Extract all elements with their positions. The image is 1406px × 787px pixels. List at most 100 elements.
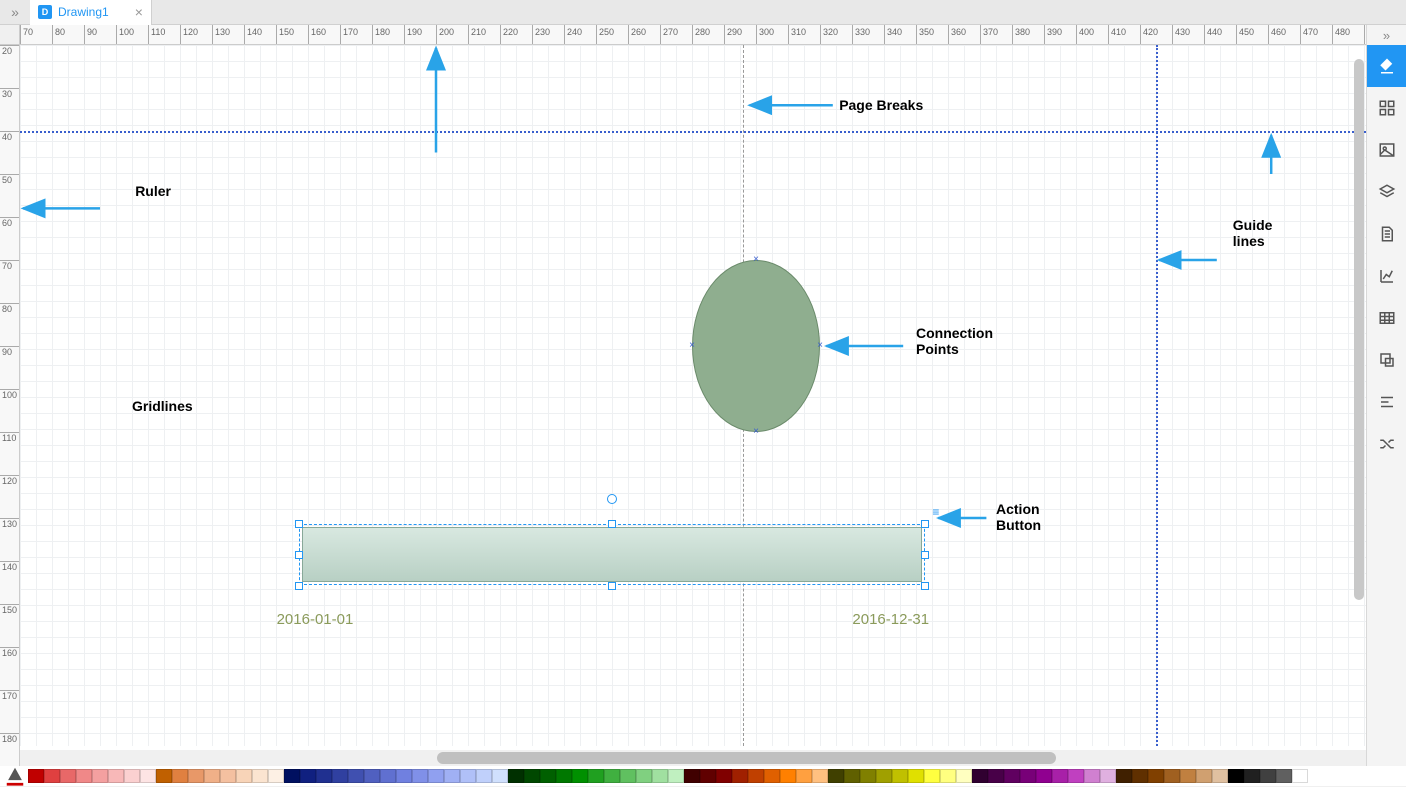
dashboard-tool-button[interactable]	[1367, 87, 1406, 129]
document-tab[interactable]: D Drawing1 ×	[30, 0, 152, 25]
connection-point[interactable]: ×	[751, 427, 761, 437]
color-swatch[interactable]	[108, 769, 124, 783]
color-swatch[interactable]	[76, 769, 92, 783]
drawing-canvas[interactable]: ××××≡2016-01-012016-12-31RulerGridlinesP…	[20, 45, 1366, 746]
selection-handle[interactable]	[608, 520, 616, 528]
collapse-right-panel-button[interactable]: »	[1367, 25, 1406, 45]
h-scroll-thumb[interactable]	[437, 752, 1056, 764]
color-swatch[interactable]	[732, 769, 748, 783]
color-swatch[interactable]	[844, 769, 860, 783]
color-swatch[interactable]	[988, 769, 1004, 783]
color-swatch[interactable]	[796, 769, 812, 783]
guide-line-vertical[interactable]	[1156, 45, 1158, 746]
color-swatch[interactable]	[44, 769, 60, 783]
color-picker-icon[interactable]	[4, 767, 26, 785]
color-swatch[interactable]	[444, 769, 460, 783]
ruler-vertical[interactable]: 2030405060708090100110120130140150160170…	[0, 45, 20, 766]
color-swatch[interactable]	[1180, 769, 1196, 783]
v-scroll-thumb[interactable]	[1354, 59, 1364, 600]
color-swatch[interactable]	[1068, 769, 1084, 783]
color-swatch[interactable]	[172, 769, 188, 783]
color-swatch[interactable]	[156, 769, 172, 783]
color-swatch[interactable]	[1292, 769, 1308, 783]
selection-handle[interactable]	[921, 551, 929, 559]
connection-point[interactable]: ×	[687, 341, 697, 351]
color-swatch[interactable]	[556, 769, 572, 783]
connection-point[interactable]: ×	[751, 255, 761, 265]
color-swatch[interactable]	[924, 769, 940, 783]
color-swatch[interactable]	[1196, 769, 1212, 783]
color-swatch[interactable]	[460, 769, 476, 783]
color-swatch[interactable]	[1132, 769, 1148, 783]
color-swatch[interactable]	[876, 769, 892, 783]
color-swatch[interactable]	[956, 769, 972, 783]
color-swatch[interactable]	[1212, 769, 1228, 783]
color-swatch[interactable]	[1228, 769, 1244, 783]
color-swatch[interactable]	[140, 769, 156, 783]
color-swatch[interactable]	[1036, 769, 1052, 783]
table-tool-button[interactable]	[1367, 297, 1406, 339]
color-swatch[interactable]	[652, 769, 668, 783]
color-swatch[interactable]	[428, 769, 444, 783]
color-swatch[interactable]	[620, 769, 636, 783]
color-swatch[interactable]	[1244, 769, 1260, 783]
color-swatch[interactable]	[748, 769, 764, 783]
color-swatch[interactable]	[668, 769, 684, 783]
chart-tool-button[interactable]	[1367, 255, 1406, 297]
align-tool-button[interactable]	[1367, 381, 1406, 423]
color-swatch[interactable]	[492, 769, 508, 783]
color-swatch[interactable]	[1052, 769, 1068, 783]
selection-handle[interactable]	[921, 582, 929, 590]
color-swatch[interactable]	[60, 769, 76, 783]
selection-handle[interactable]	[608, 582, 616, 590]
layers-tool-button[interactable]	[1367, 171, 1406, 213]
color-swatch[interactable]	[716, 769, 732, 783]
color-swatch[interactable]	[908, 769, 924, 783]
color-swatch[interactable]	[188, 769, 204, 783]
color-swatch[interactable]	[764, 769, 780, 783]
color-swatch[interactable]	[588, 769, 604, 783]
expand-left-panel-button[interactable]: »	[0, 0, 30, 25]
color-swatch[interactable]	[508, 769, 524, 783]
vertical-scrollbar[interactable]	[1352, 45, 1366, 766]
horizontal-scrollbar[interactable]	[20, 750, 1366, 766]
color-swatch[interactable]	[396, 769, 412, 783]
color-swatch[interactable]	[1116, 769, 1132, 783]
color-swatch[interactable]	[1004, 769, 1020, 783]
selection-handle[interactable]	[295, 582, 303, 590]
color-swatch[interactable]	[1020, 769, 1036, 783]
color-swatch[interactable]	[364, 769, 380, 783]
shape-action-button[interactable]: ≡	[932, 509, 944, 515]
color-swatch[interactable]	[220, 769, 236, 783]
color-swatch[interactable]	[780, 769, 796, 783]
ruler-horizontal[interactable]: 7080901001101201301401501601701801902002…	[20, 25, 1366, 45]
connection-point[interactable]: ×	[815, 341, 825, 351]
color-swatch[interactable]	[28, 769, 44, 783]
image-tool-button[interactable]	[1367, 129, 1406, 171]
color-swatch[interactable]	[332, 769, 348, 783]
color-swatch[interactable]	[1148, 769, 1164, 783]
color-swatch[interactable]	[1100, 769, 1116, 783]
color-swatch[interactable]	[252, 769, 268, 783]
selection-handle[interactable]	[921, 520, 929, 528]
color-swatch[interactable]	[572, 769, 588, 783]
color-swatch[interactable]	[1164, 769, 1180, 783]
color-swatch[interactable]	[860, 769, 876, 783]
color-swatch[interactable]	[300, 769, 316, 783]
color-swatch[interactable]	[204, 769, 220, 783]
tab-close-button[interactable]: ×	[135, 4, 143, 20]
color-swatch[interactable]	[1260, 769, 1276, 783]
color-swatch[interactable]	[1084, 769, 1100, 783]
circle-shape[interactable]	[692, 260, 820, 432]
fill-format-tool-button[interactable]	[1367, 45, 1406, 87]
color-swatch[interactable]	[636, 769, 652, 783]
color-swatch[interactable]	[540, 769, 556, 783]
color-swatch[interactable]	[284, 769, 300, 783]
color-swatch[interactable]	[476, 769, 492, 783]
color-swatch[interactable]	[940, 769, 956, 783]
color-swatch[interactable]	[412, 769, 428, 783]
rotate-handle[interactable]	[607, 494, 617, 504]
color-swatch[interactable]	[524, 769, 540, 783]
color-swatch[interactable]	[236, 769, 252, 783]
color-swatch[interactable]	[972, 769, 988, 783]
